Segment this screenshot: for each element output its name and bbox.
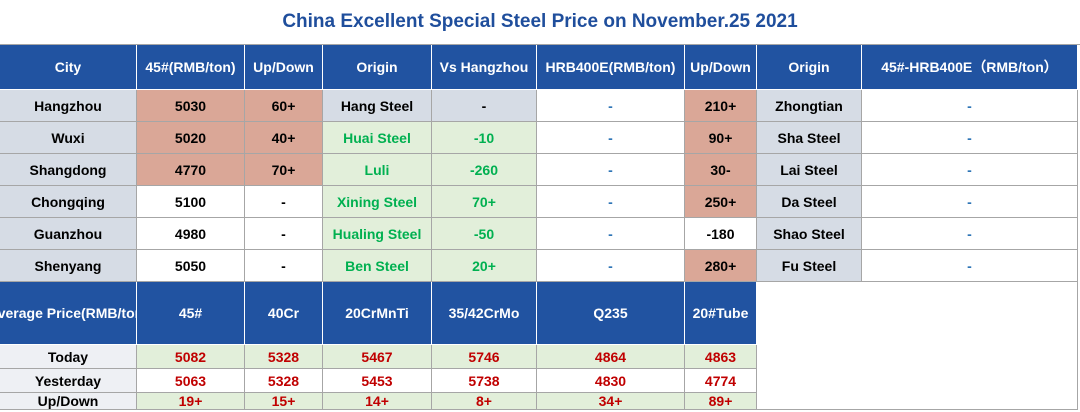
summary-cell: Yesterday <box>0 369 137 393</box>
table-cell: - <box>245 218 323 250</box>
summary-cell: 4774 <box>685 369 757 393</box>
summary-header-cell: Q235 <box>537 282 685 345</box>
table-cell: 5030 <box>137 90 245 122</box>
summary-header-cell: Average Price(RMB/ton) <box>0 282 137 345</box>
header-cell: City <box>0 45 137 90</box>
summary-cell: 15+ <box>245 393 323 410</box>
summary-cell: 4864 <box>537 345 685 369</box>
header-cell: 45#-HRB400E（RMB/ton） <box>862 45 1078 90</box>
table-cell: Zhongtian <box>757 90 862 122</box>
table-cell: -260 <box>432 154 537 186</box>
summary-header-cell: 40Cr <box>245 282 323 345</box>
header-cell: Vs Hangzhou <box>432 45 537 90</box>
table-cell: Sha Steel <box>757 122 862 154</box>
table-cell: Hang Steel <box>323 90 432 122</box>
table-cell: Shangdong <box>0 154 137 186</box>
summary-cell: 89+ <box>685 393 757 410</box>
table-cell: Lai Steel <box>757 154 862 186</box>
table-cell: - <box>245 186 323 218</box>
table-cell: Da Steel <box>757 186 862 218</box>
table-cell: - <box>862 218 1078 250</box>
table-cell: 60+ <box>245 90 323 122</box>
table-cell: 70+ <box>245 154 323 186</box>
table-cell: 70+ <box>432 186 537 218</box>
table-cell: -10 <box>432 122 537 154</box>
table-cell: 4980 <box>137 218 245 250</box>
table-cell: 250+ <box>685 186 757 218</box>
table-cell: 20+ <box>432 250 537 282</box>
summary-cell: 4863 <box>685 345 757 369</box>
table-cell: 30- <box>685 154 757 186</box>
table-cell: - <box>537 154 685 186</box>
table-cell: Hualing Steel <box>323 218 432 250</box>
table-cell: - <box>862 90 1078 122</box>
summary-cell: 5467 <box>323 345 432 369</box>
header-cell: 45#(RMB/ton) <box>137 45 245 90</box>
summary-cell: 5328 <box>245 369 323 393</box>
table-cell: 210+ <box>685 90 757 122</box>
header-cell: Up/Down <box>245 45 323 90</box>
table-cell: - <box>537 250 685 282</box>
summary-cell: 19+ <box>137 393 245 410</box>
table-cell: - <box>537 122 685 154</box>
table-cell: Luli <box>323 154 432 186</box>
summary-cell: 5453 <box>323 369 432 393</box>
table-cell: 40+ <box>245 122 323 154</box>
table-cell: - <box>245 250 323 282</box>
table-cell: - <box>537 218 685 250</box>
table-cell: - <box>432 90 537 122</box>
table-cell: - <box>862 186 1078 218</box>
summary-cell: 14+ <box>323 393 432 410</box>
table-cell: Huai Steel <box>323 122 432 154</box>
table-cell: - <box>862 250 1078 282</box>
table-cell: - <box>862 154 1078 186</box>
summary-cell: 5063 <box>137 369 245 393</box>
summary-header-cell: 45# <box>137 282 245 345</box>
summary-header-cell: 35/42CrMo <box>432 282 537 345</box>
summary-cell: 34+ <box>537 393 685 410</box>
table-cell: Hangzhou <box>0 90 137 122</box>
title: China Excellent Special Steel Price on N… <box>0 0 1080 45</box>
summary-cell: 5328 <box>245 345 323 369</box>
table-cell: -50 <box>432 218 537 250</box>
summary-cell: 5746 <box>432 345 537 369</box>
summary-cell: Today <box>0 345 137 369</box>
table-cell: Xining Steel <box>323 186 432 218</box>
table-cell: 90+ <box>685 122 757 154</box>
header-cell: HRB400E(RMB/ton) <box>537 45 685 90</box>
summary-cell: Up/Down <box>0 393 137 410</box>
table-cell: 280+ <box>685 250 757 282</box>
table-cell: 4770 <box>137 154 245 186</box>
summary-cell: 8+ <box>432 393 537 410</box>
blank-area <box>757 282 1078 410</box>
summary-cell: 4830 <box>537 369 685 393</box>
table-cell: Guanzhou <box>0 218 137 250</box>
table-cell: Fu Steel <box>757 250 862 282</box>
table-cell: Wuxi <box>0 122 137 154</box>
table-cell: - <box>537 90 685 122</box>
header-cell: Origin <box>323 45 432 90</box>
summary-cell: 5082 <box>137 345 245 369</box>
summary-header-cell: 20#Tube <box>685 282 757 345</box>
table-cell: Ben Steel <box>323 250 432 282</box>
table-cell: - <box>862 122 1078 154</box>
table-cell: 5020 <box>137 122 245 154</box>
table-cell: Chongqing <box>0 186 137 218</box>
header-cell: Origin <box>757 45 862 90</box>
summary-header-cell: 20CrMnTi <box>323 282 432 345</box>
table-cell: 5100 <box>137 186 245 218</box>
table-cell: - <box>537 186 685 218</box>
summary-cell: 5738 <box>432 369 537 393</box>
table-cell: -180 <box>685 218 757 250</box>
table-cell: Shenyang <box>0 250 137 282</box>
table-cell: 5050 <box>137 250 245 282</box>
header-cell: Up/Down <box>685 45 757 90</box>
table-cell: Shao Steel <box>757 218 862 250</box>
